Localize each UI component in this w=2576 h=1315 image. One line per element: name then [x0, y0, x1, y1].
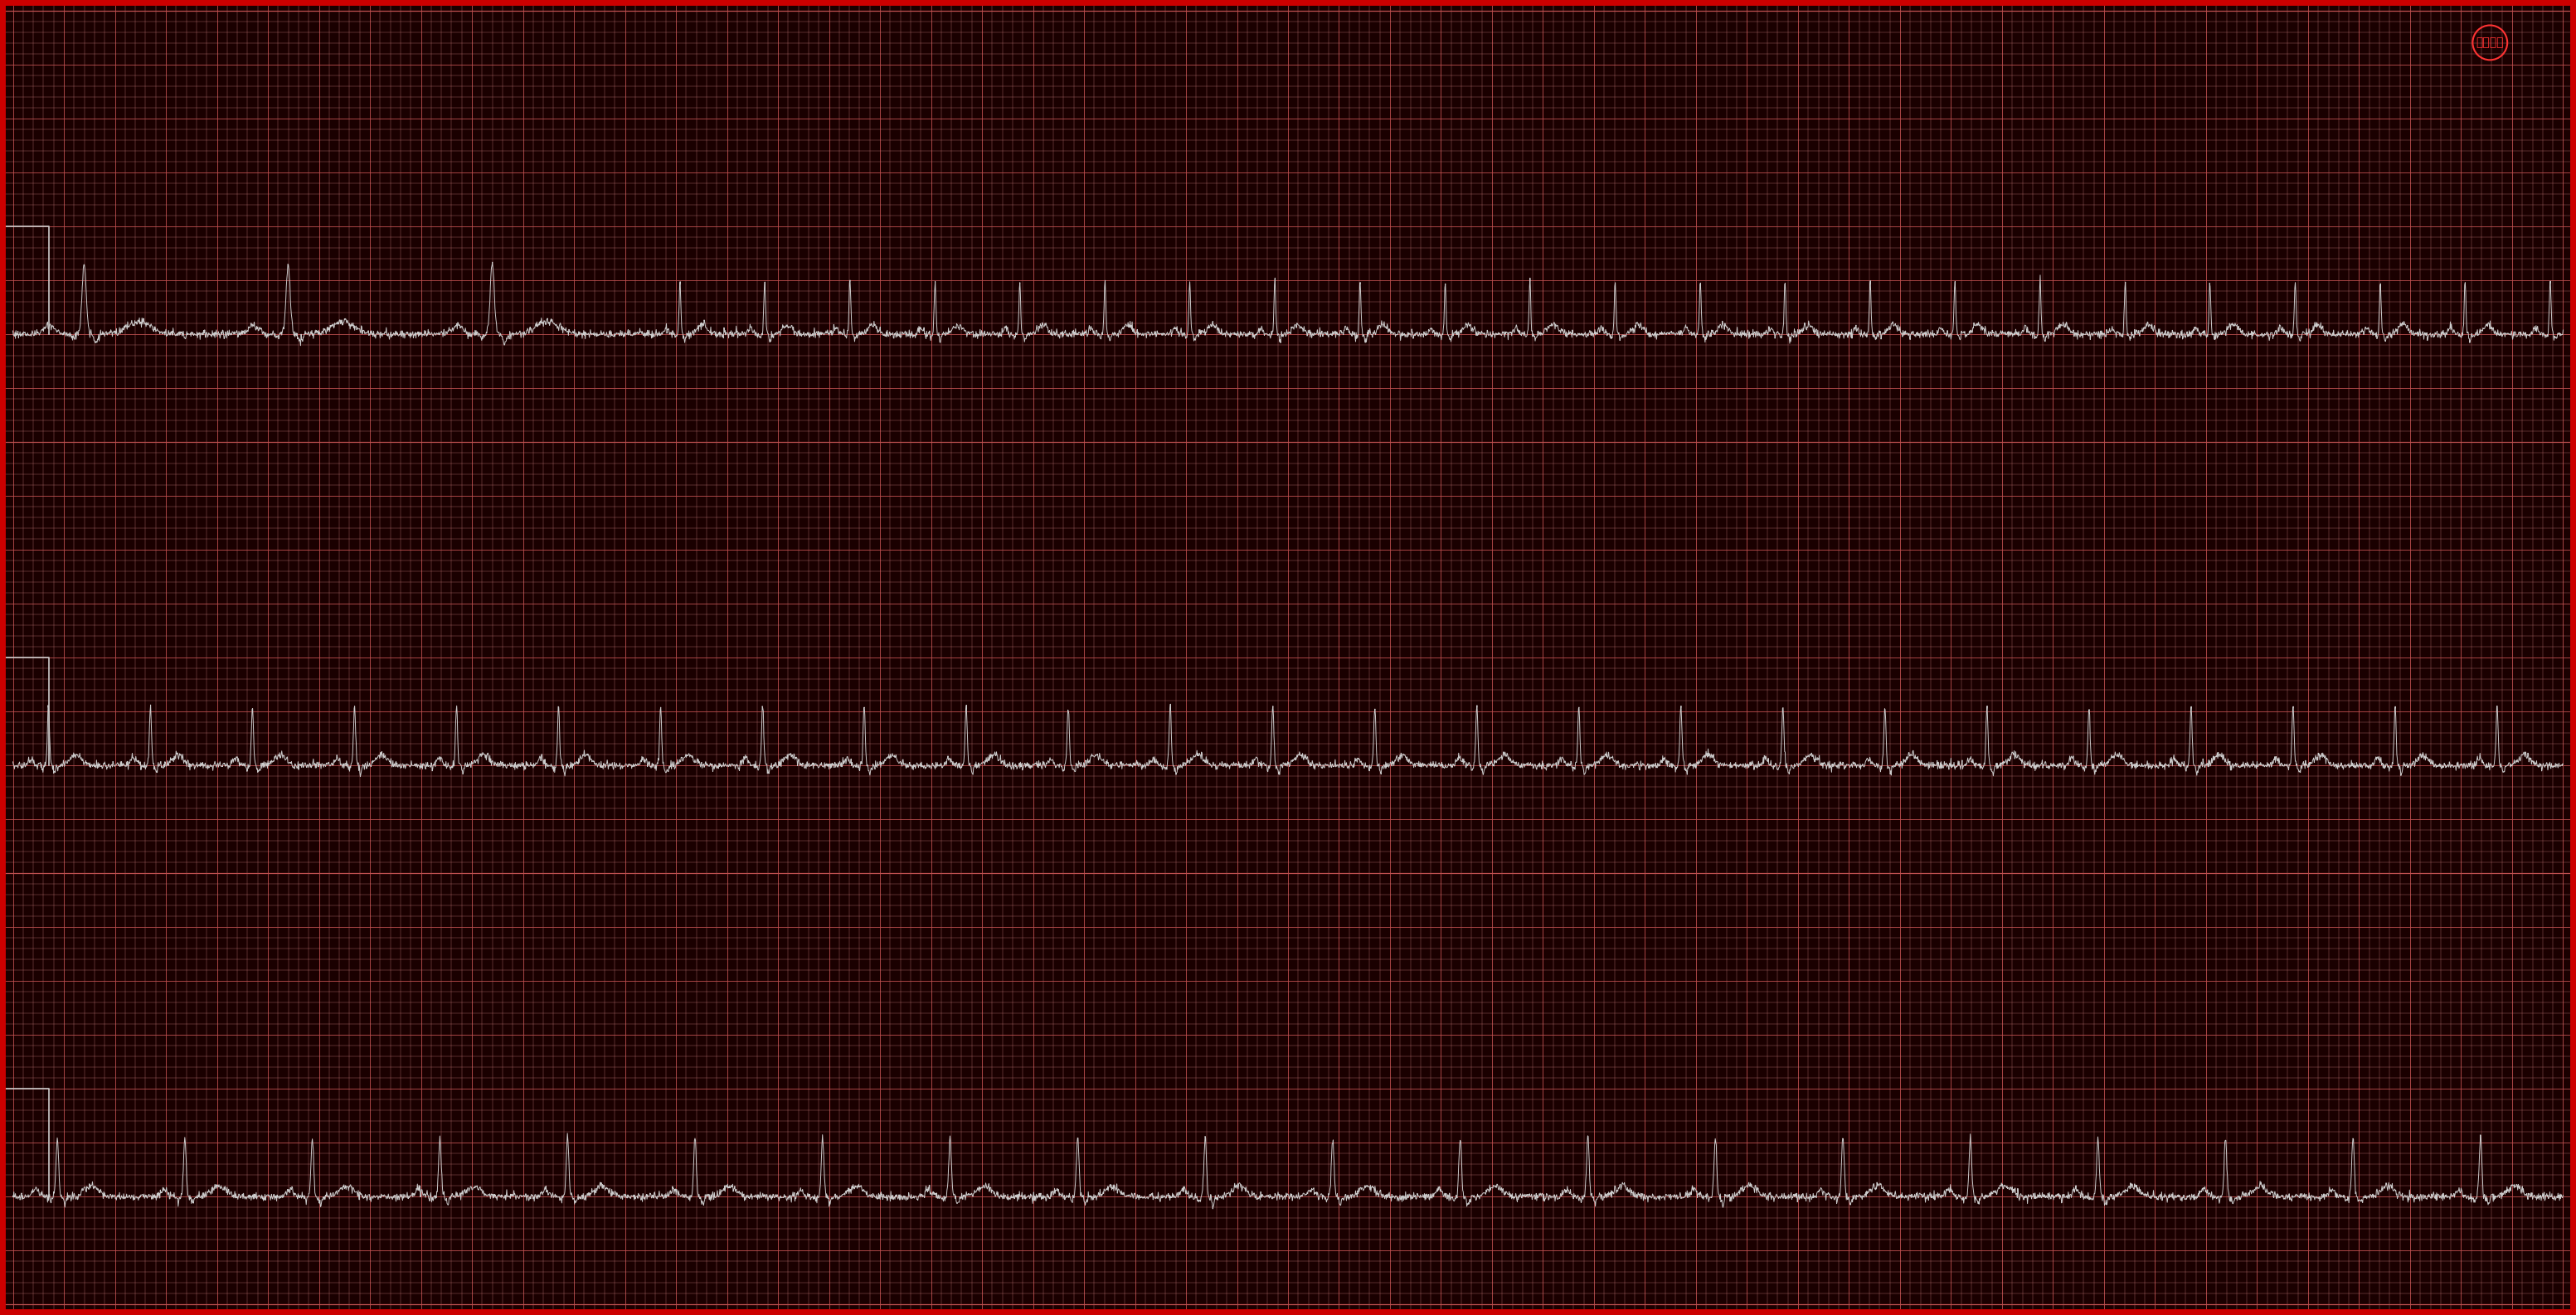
- Text: 光盘视频: 光盘视频: [2476, 37, 2504, 49]
